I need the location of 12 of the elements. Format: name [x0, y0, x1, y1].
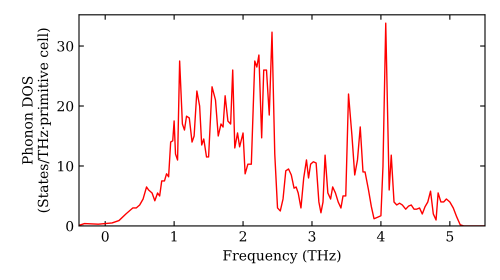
y-tick-label: 20	[57, 100, 74, 112]
x-tick-label: 1	[171, 231, 177, 242]
y-tick-label: 10	[58, 160, 74, 172]
x-tick-label: 4	[376, 231, 385, 242]
y-tick-label: 30	[58, 40, 74, 52]
x-tick-label: 2	[240, 231, 246, 242]
x-tick-label: 0	[102, 231, 109, 242]
y-axis-title: Phonon DOS (States/THz·primitive cell)	[22, 28, 51, 212]
x-tick-label: 3	[308, 231, 316, 242]
x-tick-label: 5	[446, 231, 454, 242]
x-axis-title: Frequency (THz)	[223, 250, 340, 264]
y-tick-label: 0	[66, 220, 74, 232]
